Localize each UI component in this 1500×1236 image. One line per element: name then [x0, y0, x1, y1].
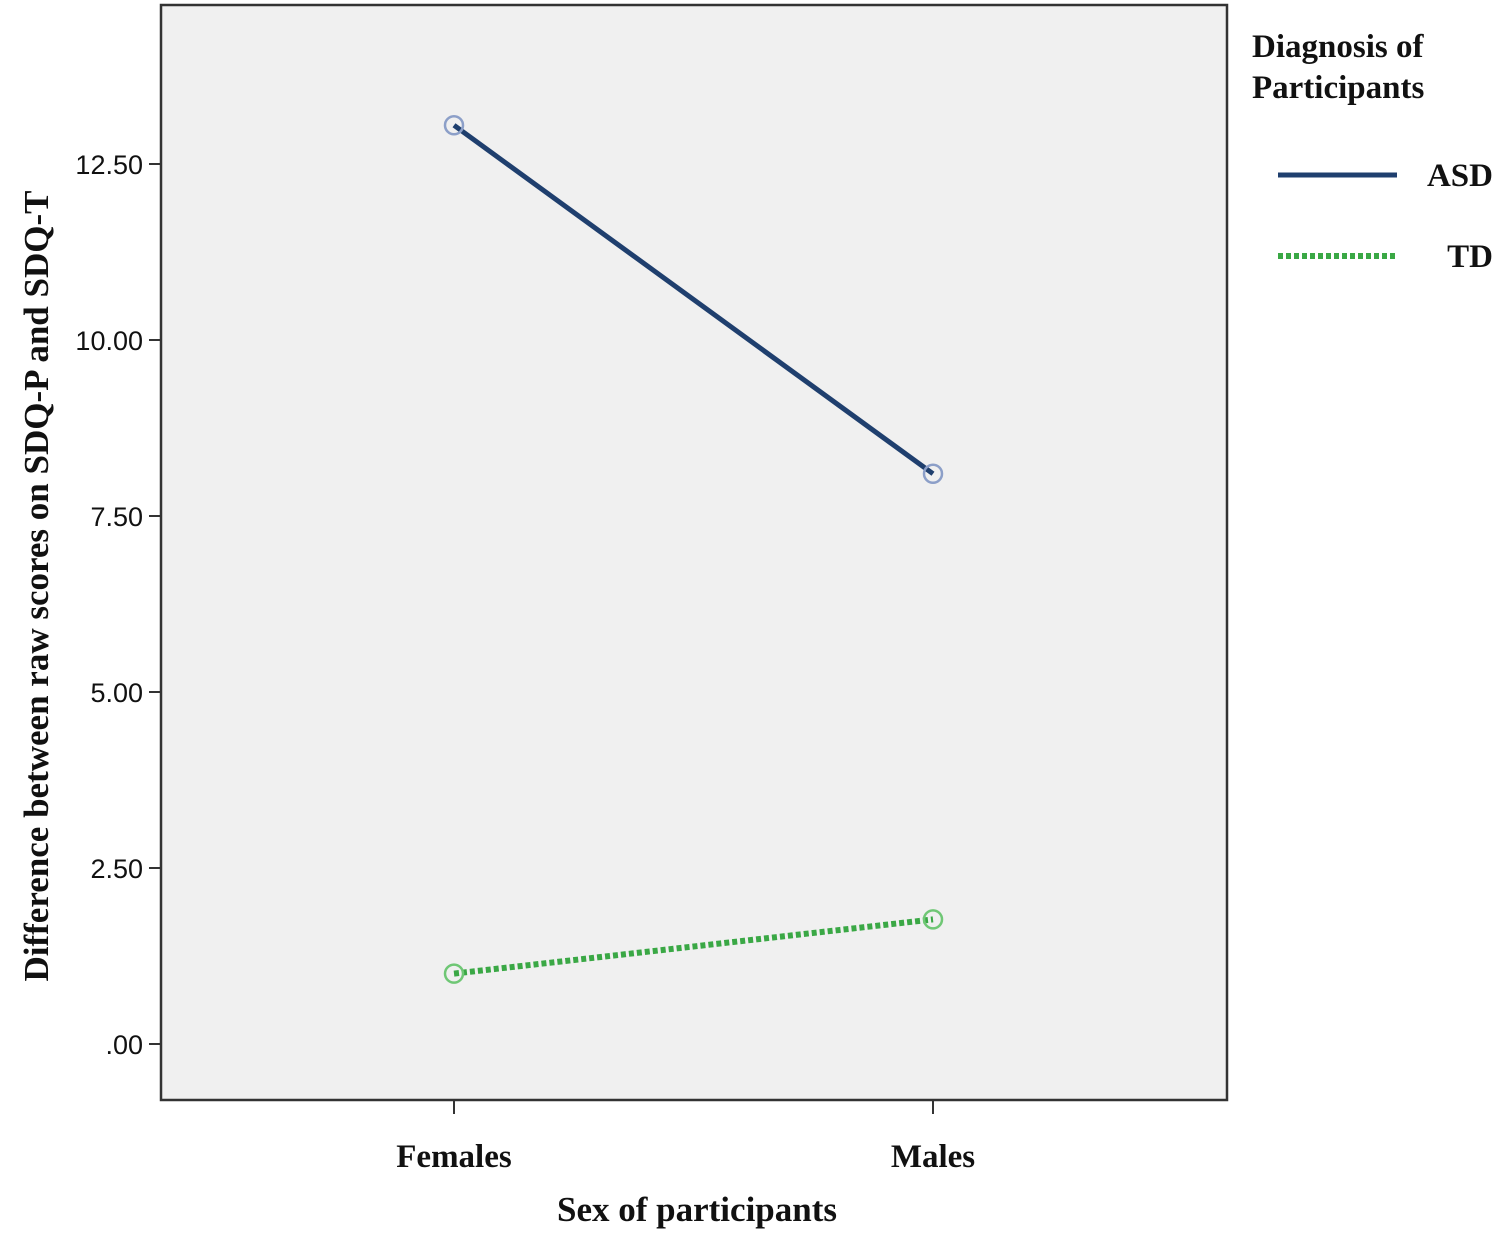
- y-axis-title: Difference between raw scores on SDQ-P a…: [17, 191, 56, 982]
- series-layer: [443, 115, 944, 984]
- y-tick-label: .00: [105, 1030, 143, 1060]
- y-tick-label: 5.00: [90, 678, 143, 708]
- x-axis-title: Sex of participants: [557, 1190, 837, 1229]
- x-axis-ticks: Females Males: [396, 1100, 975, 1175]
- x-tick-label: Females: [396, 1139, 512, 1175]
- series-line: [452, 123, 935, 476]
- legend-label: TD: [1447, 239, 1493, 275]
- y-axis-ticks: .00 2.50 5.00 7.50 10.00 12.50: [75, 150, 161, 1060]
- legend-title-line-2: Participants: [1252, 70, 1424, 106]
- y-tick-label: 10.00: [75, 326, 143, 356]
- legend-title-line-1: Diagnosis of: [1252, 29, 1424, 65]
- y-tick-label: 12.50: [75, 150, 143, 180]
- data-point-marker: [443, 963, 465, 984]
- series-asd: [443, 115, 944, 485]
- legend-entries: ASD TD: [1278, 158, 1493, 275]
- data-point-marker: [443, 115, 465, 136]
- legend-label: ASD: [1427, 158, 1493, 194]
- series-line: [453, 916, 934, 977]
- series-td: [443, 909, 944, 984]
- y-tick-label: 2.50: [90, 854, 143, 884]
- x-tick-label: Males: [891, 1139, 975, 1175]
- data-point-marker: [922, 463, 944, 485]
- data-point-marker: [922, 909, 944, 930]
- plot-area: [159, 3, 1229, 1102]
- y-tick-label: 7.50: [90, 502, 143, 532]
- legend: Diagnosis of Participants ASD TD: [1252, 29, 1493, 275]
